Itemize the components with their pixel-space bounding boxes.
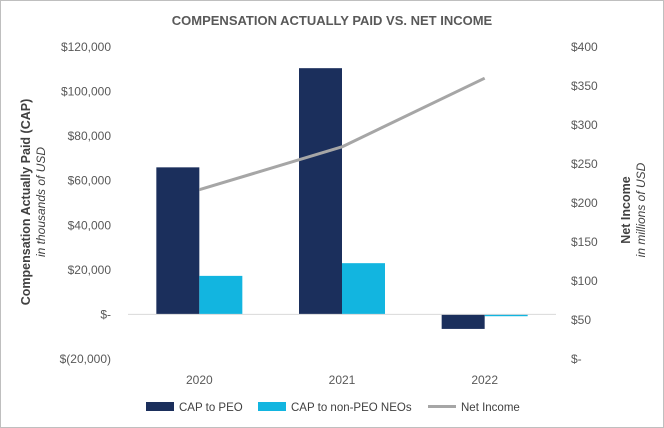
right-tick-label: $50 (571, 313, 591, 327)
category-labels: 2020 2021 2022 (186, 373, 498, 387)
bar-cap-to-non-peo-neos-2022 (484, 314, 528, 317)
left-tick-label: $80,000 (68, 129, 112, 143)
legend: CAP to PEO CAP to non-PEO NEOs Net Income (146, 402, 520, 414)
bar-cap-to-peo-2022 (441, 314, 485, 329)
left-tick-label: $20,000 (68, 263, 112, 277)
right-tick-label: $100 (571, 274, 598, 288)
right-axis-subtitle: in millions of USD (634, 162, 648, 257)
bar-series (128, 68, 556, 329)
left-tick-label: $100,000 (61, 85, 111, 99)
left-axis-ticks: $120,000 $100,000 $80,000 $60,000 $40,000 $20… (60, 40, 112, 366)
left-tick-label: $- (100, 307, 111, 321)
left-tick-label: $40,000 (68, 218, 112, 232)
category-label: 2022 (471, 373, 498, 387)
line-net-income (198, 76, 486, 192)
right-tick-label: $350 (571, 79, 598, 93)
bar-cap-to-peo-2020 (156, 167, 200, 315)
bar-cap-to-non-peo-neos-2020 (199, 275, 243, 315)
category-label: 2020 (186, 373, 213, 387)
left-axis-subtitle: in thousands of USD (34, 147, 48, 257)
right-axis-title: Net Income (619, 176, 633, 243)
right-tick-label: $400 (571, 40, 598, 54)
chart-title: COMPENSATION ACTUALLY PAID VS. NET INCOM… (172, 13, 493, 28)
line-series (198, 76, 486, 192)
right-tick-label: $150 (571, 235, 598, 249)
legend-label: Net Income (461, 402, 520, 414)
category-label: 2021 (329, 373, 356, 387)
legend-swatch (258, 402, 286, 411)
right-tick-label: $300 (571, 118, 598, 132)
left-tick-label: $120,000 (61, 40, 111, 54)
right-tick-label: $250 (571, 157, 598, 171)
legend-swatch (146, 402, 174, 411)
legend-label: CAP to PEO (179, 402, 243, 414)
legend-label: CAP to non-PEO NEOs (291, 402, 412, 414)
bar-cap-to-peo-2021 (299, 68, 342, 315)
right-tick-label: $- (571, 352, 582, 366)
right-axis-ticks: $400 $350 $300 $250 $200 $150 $100 $50 $- (571, 40, 598, 366)
left-axis-title: Compensation Actually Paid (CAP) (19, 99, 33, 306)
right-axis-label: Net Income in millions of USD (619, 162, 648, 257)
bar-cap-to-non-peo-neos-2021 (342, 263, 385, 315)
right-tick-label: $200 (571, 196, 598, 210)
left-tick-label: $(20,000) (60, 352, 111, 366)
left-axis-label: Compensation Actually Paid (CAP) in thou… (19, 99, 48, 306)
left-tick-label: $60,000 (68, 174, 112, 188)
